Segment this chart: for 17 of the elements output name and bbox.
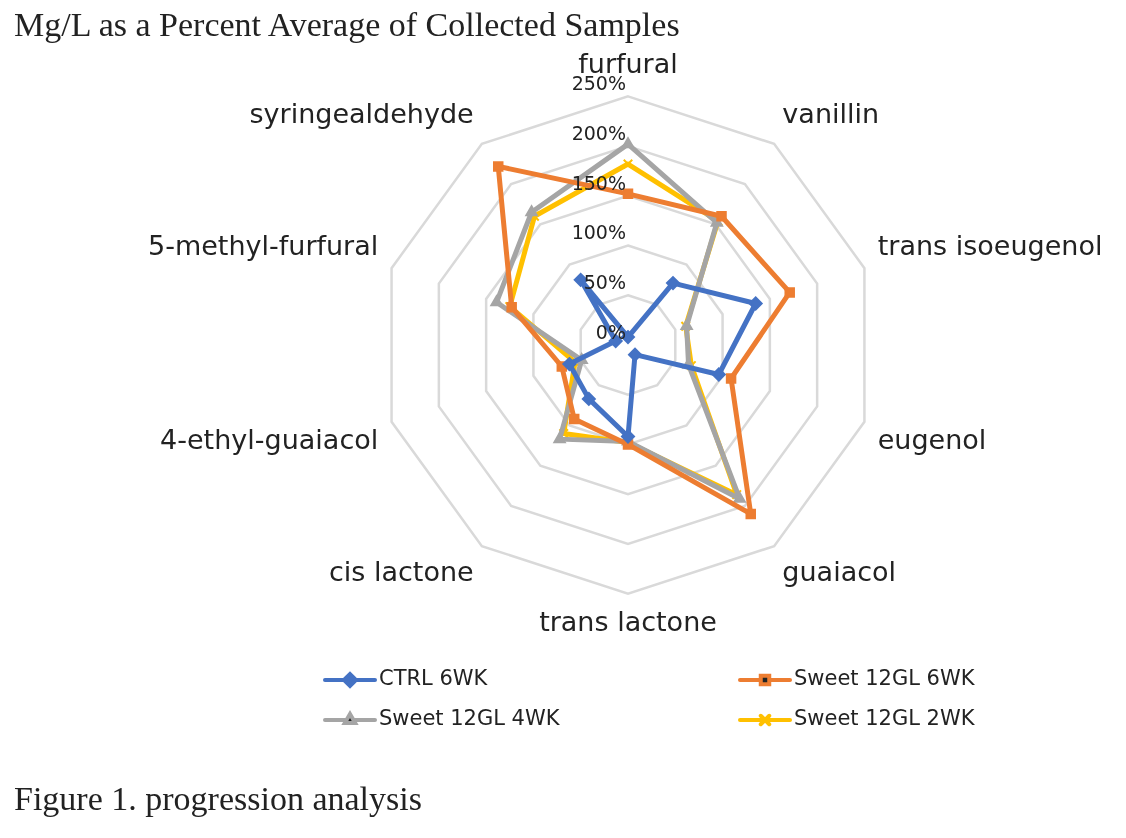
spoke-label: cis lactone <box>328 555 474 587</box>
legend-label: Sweet 12GL 2WK <box>794 706 976 731</box>
spoke-label: eugenol <box>877 424 987 456</box>
legend-label: Sweet 12GL 4WK <box>379 706 561 731</box>
legend-label: Sweet 12GL 6WK <box>794 666 976 691</box>
spoke-label: trans isoeugenol <box>877 229 1103 261</box>
spoke-label: trans lactone <box>539 605 717 637</box>
chart-title: Mg/L as a Percent Average of Collected Samples <box>14 6 680 44</box>
caption: Figure 1. progression analysis <box>14 780 422 818</box>
spoke-label: 4-ethyl-guaiacol <box>160 424 379 456</box>
y-tick-label: 200% <box>571 122 626 145</box>
y-tick-label: 100% <box>571 221 626 244</box>
spoke-label: syringealdehyde <box>249 98 474 130</box>
spoke-label: vanillin <box>782 98 880 130</box>
legend-label: CTRL 6WK <box>379 666 489 691</box>
spoke-label: guaiacol <box>782 555 897 587</box>
spoke-label: 5-methyl-furfural <box>148 229 379 261</box>
